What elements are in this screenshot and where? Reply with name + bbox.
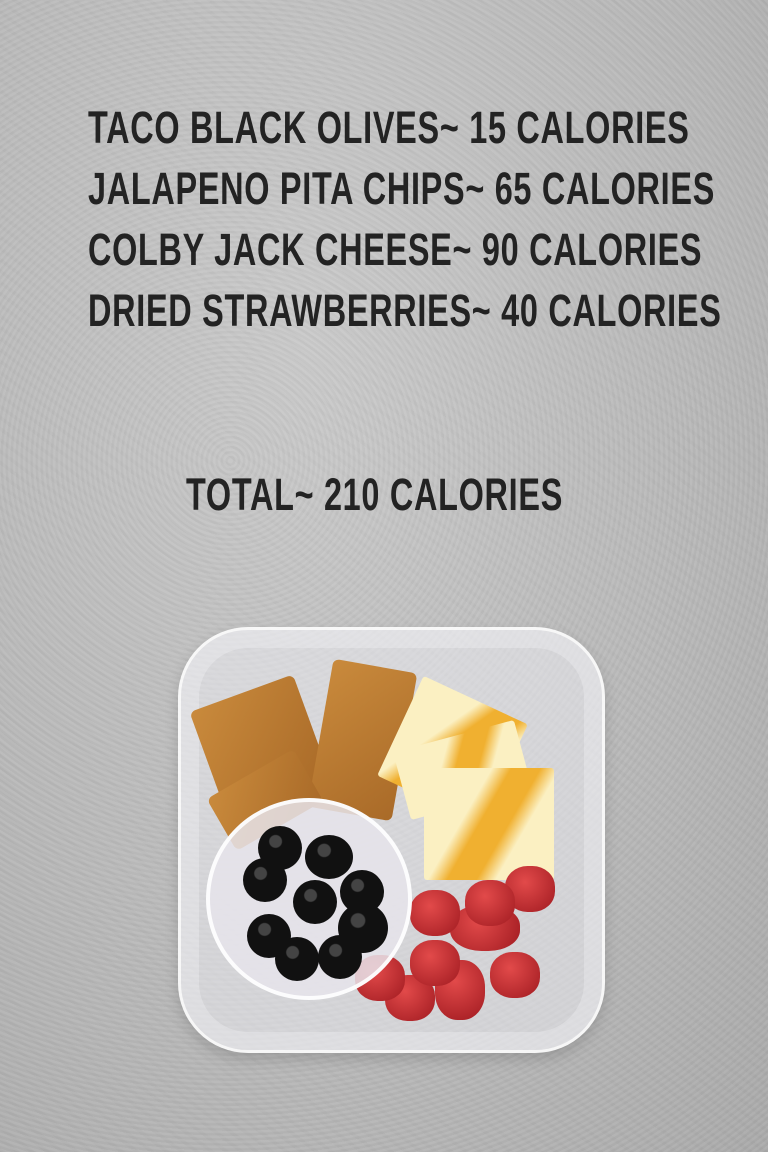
- olive: [293, 880, 337, 924]
- cheese-slice: [424, 768, 554, 880]
- olive: [305, 835, 353, 879]
- item-olives: TACO BLACK OLIVES~ 15 CALORIES: [88, 102, 690, 153]
- item-cheese: COLBY JACK CHEESE~ 90 CALORIES: [88, 224, 703, 275]
- strawberry: [465, 880, 515, 926]
- item-pita-chips: JALAPENO PITA CHIPS~ 65 CALORIES: [88, 163, 716, 214]
- strawberry: [410, 890, 460, 936]
- item-strawberries: DRIED STRAWBERRIES~ 40 CALORIES: [88, 285, 722, 336]
- total-calories: TOTAL~ 210 CALORIES: [186, 469, 564, 520]
- strawberry: [490, 952, 540, 998]
- olive: [318, 935, 362, 979]
- strawberry: [410, 940, 460, 986]
- olive: [275, 937, 319, 981]
- olive: [243, 858, 287, 902]
